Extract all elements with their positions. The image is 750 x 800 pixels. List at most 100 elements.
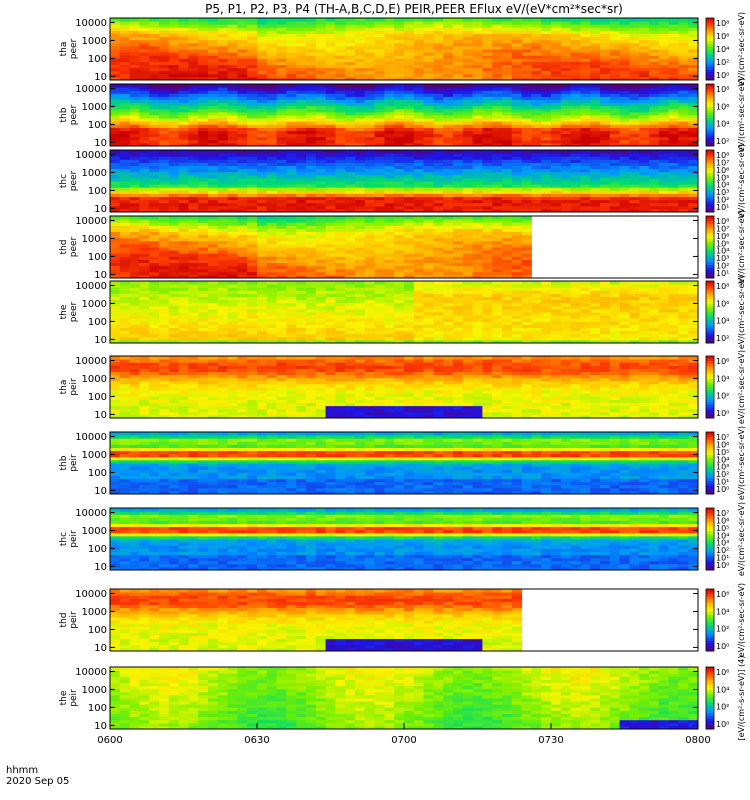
heatmap-cell <box>658 70 670 75</box>
heatmap-cell <box>276 24 287 28</box>
heatmap-cell <box>658 174 670 179</box>
heatmap-cell <box>639 205 650 210</box>
heatmap-cell <box>315 247 327 251</box>
heatmap-cell <box>531 49 542 53</box>
heatmap-cell <box>423 243 434 248</box>
heatmap-cell <box>678 187 689 191</box>
heatmap-cell <box>325 259 336 263</box>
heatmap-cell <box>335 240 346 245</box>
heatmap-cell <box>325 196 336 201</box>
heatmap-cell <box>688 196 699 201</box>
heatmap-cell <box>286 225 297 229</box>
heatmap-cell <box>668 174 679 179</box>
heatmap-cell <box>609 190 621 194</box>
colorbar-tick-label: 10⁸ <box>716 19 729 28</box>
heatmap-cell <box>119 49 131 53</box>
heatmap-cell <box>600 70 611 75</box>
heatmap-cell <box>394 127 405 131</box>
heatmap-cell <box>149 127 160 131</box>
heatmap-cell <box>217 237 229 242</box>
heatmap-cell <box>355 76 366 81</box>
heatmap-cell <box>394 268 405 273</box>
heatmap-cell <box>678 36 689 41</box>
y-tick-label: 10000 <box>75 84 107 95</box>
heatmap-cell <box>453 84 464 88</box>
heatmap-cell <box>345 42 356 47</box>
heatmap-cell <box>590 90 601 94</box>
heatmap-cell <box>208 18 219 22</box>
heatmap-cell <box>404 237 415 242</box>
heatmap-cell <box>247 67 258 72</box>
heatmap-cell <box>296 159 307 163</box>
heatmap-cell <box>159 284 170 288</box>
heatmap-cell <box>286 202 297 207</box>
colorbar-tick-label: 10³ <box>716 188 729 197</box>
heatmap-cell <box>266 36 278 41</box>
heatmap-cell <box>580 21 591 25</box>
heatmap-cell <box>629 190 640 194</box>
heatmap-cell <box>159 84 170 88</box>
heatmap-cell <box>306 105 317 110</box>
heatmap-cell <box>208 336 219 341</box>
heatmap-cell <box>394 222 405 226</box>
heatmap-cell <box>217 274 229 279</box>
heatmap-cell <box>394 150 405 154</box>
heatmap-cell <box>188 61 199 65</box>
heatmap-cell <box>511 208 523 213</box>
heatmap-cell <box>531 124 542 128</box>
heatmap-cell <box>149 102 160 107</box>
heatmap-cell <box>404 121 415 125</box>
heatmap-cell <box>315 30 327 34</box>
heatmap-cell <box>531 208 542 213</box>
heatmap-cell <box>472 271 483 276</box>
heatmap-cell <box>208 250 219 254</box>
colorbar-step <box>706 155 714 159</box>
heatmap-cell <box>178 171 189 176</box>
heatmap-cell <box>413 234 425 239</box>
heatmap-cell <box>139 231 150 236</box>
heatmap-cell <box>413 64 425 69</box>
heatmap-cell <box>492 190 503 194</box>
heatmap-cell <box>306 271 317 276</box>
heatmap-cell <box>237 111 248 116</box>
heatmap-cell <box>668 177 679 182</box>
colorbar-step <box>706 162 714 166</box>
heatmap-cell <box>315 156 327 160</box>
heatmap-cell <box>110 321 121 325</box>
heatmap-cell <box>129 70 140 75</box>
heatmap-cell <box>257 193 268 197</box>
heatmap-cell <box>678 190 689 194</box>
heatmap-cell <box>110 234 121 239</box>
heatmap-cell <box>286 76 297 81</box>
heatmap-cell <box>394 187 405 191</box>
heatmap-cell <box>462 73 474 78</box>
heatmap-cell <box>345 105 356 110</box>
heatmap-cell <box>345 93 356 97</box>
y-tick-label: 10000 <box>75 216 107 227</box>
heatmap-cell <box>590 52 601 56</box>
heatmap-cell <box>580 174 591 179</box>
heatmap-cell <box>266 153 278 157</box>
heatmap-cell <box>492 165 503 170</box>
heatmap-cell <box>629 205 640 210</box>
heatmap-cell <box>453 184 464 188</box>
heatmap-cell <box>325 73 336 78</box>
heatmap-cell <box>678 127 689 131</box>
heatmap-cell <box>678 64 689 69</box>
heatmap-cell <box>433 108 444 113</box>
heatmap-cell <box>570 52 581 56</box>
heatmap-cell <box>129 219 140 223</box>
heatmap-cell <box>276 181 287 185</box>
heatmap-cell <box>580 184 591 188</box>
heatmap-cell <box>119 199 131 204</box>
heatmap-cell <box>541 76 552 81</box>
heatmap-cell <box>247 136 258 141</box>
heatmap-cell <box>482 42 493 47</box>
heatmap-cell <box>384 30 395 34</box>
heatmap-cell <box>678 115 689 119</box>
heatmap-cell <box>658 193 670 197</box>
heatmap-cell <box>433 177 444 182</box>
heatmap-cell <box>315 64 327 69</box>
heatmap-cell <box>217 287 229 291</box>
